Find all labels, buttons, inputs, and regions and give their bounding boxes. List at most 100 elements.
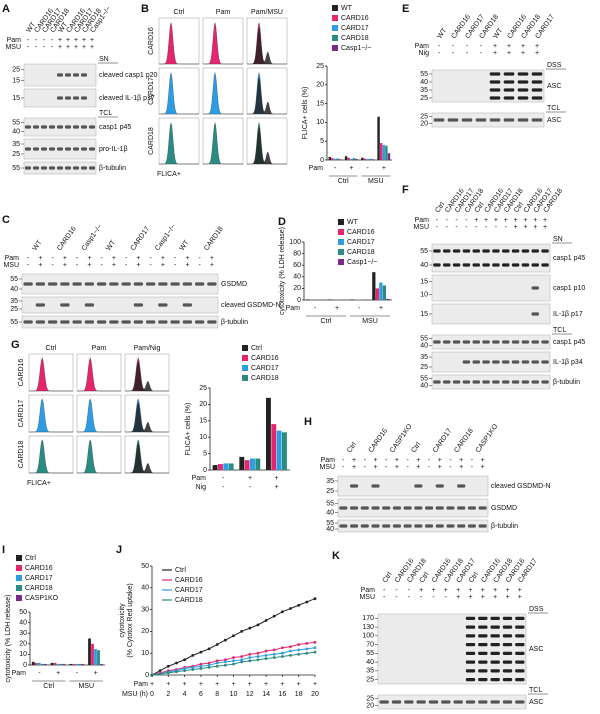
x-row-sign: +: [280, 681, 284, 688]
bar: [347, 157, 350, 160]
blot: [431, 274, 551, 302]
bar: [350, 299, 354, 300]
panel-letter: C: [2, 214, 10, 226]
mw-marker: 15: [420, 278, 428, 285]
point: [183, 669, 187, 673]
bar: [53, 662, 57, 665]
legend-label: Ctrl: [251, 345, 262, 352]
treatment-sign: -: [149, 255, 152, 262]
band: [511, 360, 520, 364]
treatment-sign: +: [493, 587, 497, 594]
treatment-sign: +: [90, 37, 94, 44]
treatment-sign: +: [74, 44, 78, 51]
bar: [56, 663, 60, 665]
band: [133, 282, 144, 286]
band: [433, 340, 441, 344]
x-row-sign: +: [379, 305, 383, 312]
bar: [355, 158, 358, 160]
bar: [379, 143, 383, 160]
band: [452, 340, 461, 344]
bar: [276, 430, 282, 470]
treatment-sign: +: [136, 255, 140, 262]
point: [272, 648, 276, 652]
point: [289, 645, 292, 649]
bar: [379, 282, 383, 300]
band: [371, 484, 380, 488]
bar: [91, 643, 94, 665]
mw-marker: 35: [326, 478, 334, 485]
point: [272, 652, 276, 656]
treatment-sign: -: [51, 37, 54, 44]
band: [339, 524, 348, 528]
histogram-frame: [28, 353, 74, 392]
band: [84, 282, 95, 286]
legend-label: CARD17: [175, 587, 203, 594]
histogram: [77, 398, 121, 433]
band: [207, 282, 217, 286]
bar: [223, 463, 229, 470]
mw-marker: 40: [366, 659, 374, 666]
treatment-sign: +: [459, 457, 463, 464]
legend-swatch: [338, 249, 344, 255]
band: [502, 634, 513, 638]
x-row-sign: -: [76, 670, 79, 677]
band: [64, 125, 72, 129]
lane-label: CARD18: [453, 427, 475, 454]
mw-marker: 55: [10, 319, 18, 326]
band: [72, 96, 80, 100]
legend-label: CARD17: [347, 239, 375, 246]
x-tick-label: 6: [199, 691, 203, 698]
point: [215, 664, 219, 668]
point: [223, 663, 227, 667]
histogram: [159, 22, 199, 65]
band: [404, 700, 414, 704]
x-row-label: Pam: [134, 681, 149, 688]
histogram-frame: [202, 67, 244, 115]
treatment-sign: -: [174, 255, 177, 262]
band: [64, 166, 72, 170]
band: [360, 524, 369, 528]
band: [489, 72, 501, 76]
band: [531, 263, 539, 267]
band: [531, 249, 539, 253]
x-row-sign: +: [275, 484, 279, 491]
point: [215, 643, 219, 646]
band: [35, 320, 46, 324]
histogram: [159, 72, 199, 115]
band: [182, 320, 193, 324]
point: [272, 656, 276, 659]
band: [502, 360, 510, 364]
bar: [372, 272, 376, 300]
treatment-label: MSU: [359, 594, 375, 601]
blot: [21, 296, 219, 314]
point: [305, 600, 309, 604]
band: [541, 380, 549, 384]
treatment-sign: -: [395, 587, 398, 594]
point: [256, 655, 260, 658]
bar: [377, 116, 380, 160]
legend-swatch: [16, 585, 22, 591]
blot-label: casp1 p45: [553, 255, 585, 262]
mw-marker: 55: [420, 375, 428, 382]
bar: [333, 158, 337, 160]
band: [531, 360, 539, 364]
treatment-sign: -: [100, 255, 103, 262]
mw-marker: 20: [420, 120, 428, 127]
histogram-overlay: [247, 126, 287, 164]
treatment-sign: +: [63, 255, 67, 262]
band: [515, 625, 525, 629]
band: [32, 166, 40, 170]
band: [490, 634, 500, 638]
band: [502, 625, 513, 629]
panel-letter: F: [402, 184, 409, 196]
band: [84, 303, 95, 307]
treatment-sign: +: [66, 37, 70, 44]
band: [502, 380, 510, 384]
mw-marker: 55: [326, 500, 334, 507]
band: [40, 147, 48, 151]
bar: [361, 157, 364, 160]
group-label: Ctrl: [338, 178, 349, 185]
lane-label: Ctrl: [382, 571, 394, 584]
point: [297, 648, 301, 652]
band: [72, 125, 80, 129]
